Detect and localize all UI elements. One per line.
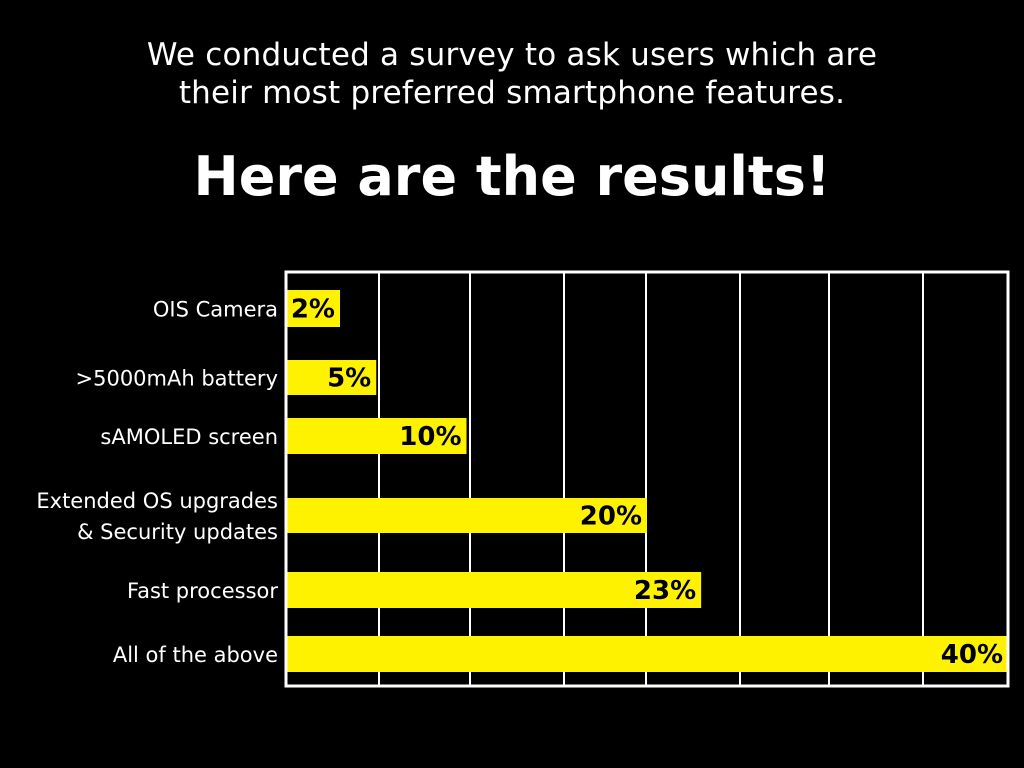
- chart-category-labels: OIS Camera >5000mAh battery sAMOLED screen…: [36, 298, 278, 668]
- value-label-6: 40%: [941, 640, 1003, 670]
- chart-value-labels: 2% 5% 10% 20% 23% 40%: [291, 295, 1003, 671]
- category-label-4-line-2: & Security updates: [77, 520, 278, 544]
- survey-intro: We conducted a survey to ask users which…: [0, 36, 1024, 112]
- value-label-3: 10%: [399, 422, 461, 452]
- value-label-2: 5%: [327, 364, 371, 394]
- results-headline: Here are the results!: [193, 145, 831, 208]
- bar-3: [286, 418, 467, 454]
- chart-frame: [284, 270, 1010, 688]
- survey-intro-line-1: We conducted a survey to ask users which…: [146, 37, 878, 73]
- chart-bars: [286, 290, 1008, 672]
- bar-5: [286, 572, 702, 608]
- value-label-5: 23%: [634, 576, 696, 606]
- category-label-3: sAMOLED screen: [100, 425, 278, 449]
- survey-intro-line-2: their most preferred smartphone features…: [178, 75, 846, 111]
- value-label-4: 20%: [580, 502, 642, 532]
- bar-4: [286, 498, 647, 533]
- bar-6: [286, 636, 1008, 672]
- category-label-6: All of the above: [113, 643, 278, 667]
- value-label-1: 2%: [291, 295, 335, 325]
- bar-1: [286, 290, 340, 327]
- category-label-2: >5000mAh battery: [76, 367, 279, 391]
- category-label-1: OIS Camera: [153, 298, 278, 322]
- bar-2: [286, 360, 377, 395]
- category-label-5: Fast processor: [127, 579, 278, 603]
- category-label-4-line-1: Extended OS upgrades: [36, 489, 278, 513]
- chart-gridlines: [378, 272, 924, 686]
